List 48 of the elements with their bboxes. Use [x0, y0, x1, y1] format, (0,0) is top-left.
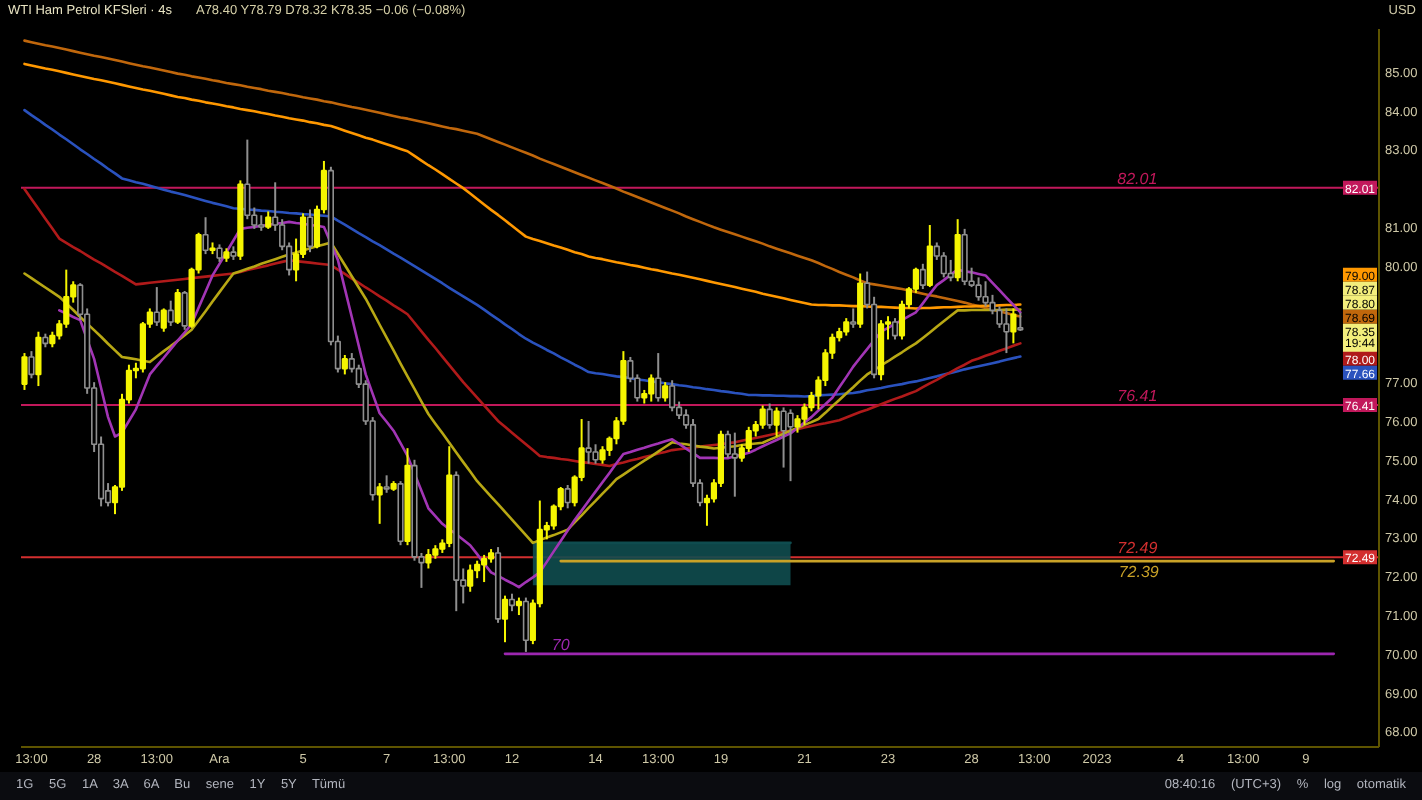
candlestick: [648, 373, 655, 403]
ref-line-label: 82.01: [1117, 169, 1158, 188]
candlestick: [766, 402, 773, 430]
data-label: 70: [551, 635, 571, 654]
candlestick: [21, 352, 28, 391]
candlestick: [181, 289, 188, 331]
candlestick: [891, 317, 899, 341]
candlestick: [244, 138, 251, 221]
candlestick: [919, 262, 926, 291]
ref-line-label: 76.41: [1117, 387, 1158, 406]
candlestick: [174, 288, 181, 325]
candlestick: [759, 404, 766, 430]
candlestick: [773, 406, 780, 438]
candlestick: [745, 425, 752, 454]
candlestick: [954, 218, 961, 283]
candlestick: [564, 484, 571, 510]
candlestick: [662, 381, 669, 403]
candlestick: [787, 408, 794, 483]
candlestick: [926, 223, 933, 289]
candlestick: [167, 299, 174, 327]
candlestick: [982, 280, 989, 308]
candlestick: [731, 431, 738, 498]
candlestick: [961, 227, 968, 287]
candlestick: [425, 548, 432, 570]
candlestick: [481, 553, 488, 584]
ref-line-label: 72.49: [1117, 539, 1159, 558]
candlestick: [669, 379, 676, 413]
candlestick: [975, 276, 982, 302]
candlestick: [306, 208, 314, 254]
candlestick: [341, 354, 348, 376]
candlestick: [376, 482, 383, 525]
candlestick: [1003, 307, 1010, 355]
candlestick: [1017, 311, 1024, 332]
data-label: 72.39: [1118, 563, 1160, 582]
candlestick: [947, 258, 954, 283]
candlestick: [35, 330, 42, 388]
candlestick: [467, 563, 474, 593]
candlestick: [202, 216, 209, 256]
candlestick: [28, 350, 35, 380]
candlestick: [522, 596, 529, 653]
candlestick: [153, 286, 160, 327]
candlestick: [655, 352, 662, 403]
candlestick: [857, 272, 864, 329]
candlestick: [1010, 307, 1017, 345]
candlestick: [501, 594, 509, 644]
candlestick: [160, 307, 167, 333]
candlestick: [585, 419, 592, 465]
candlestick: [850, 307, 857, 329]
